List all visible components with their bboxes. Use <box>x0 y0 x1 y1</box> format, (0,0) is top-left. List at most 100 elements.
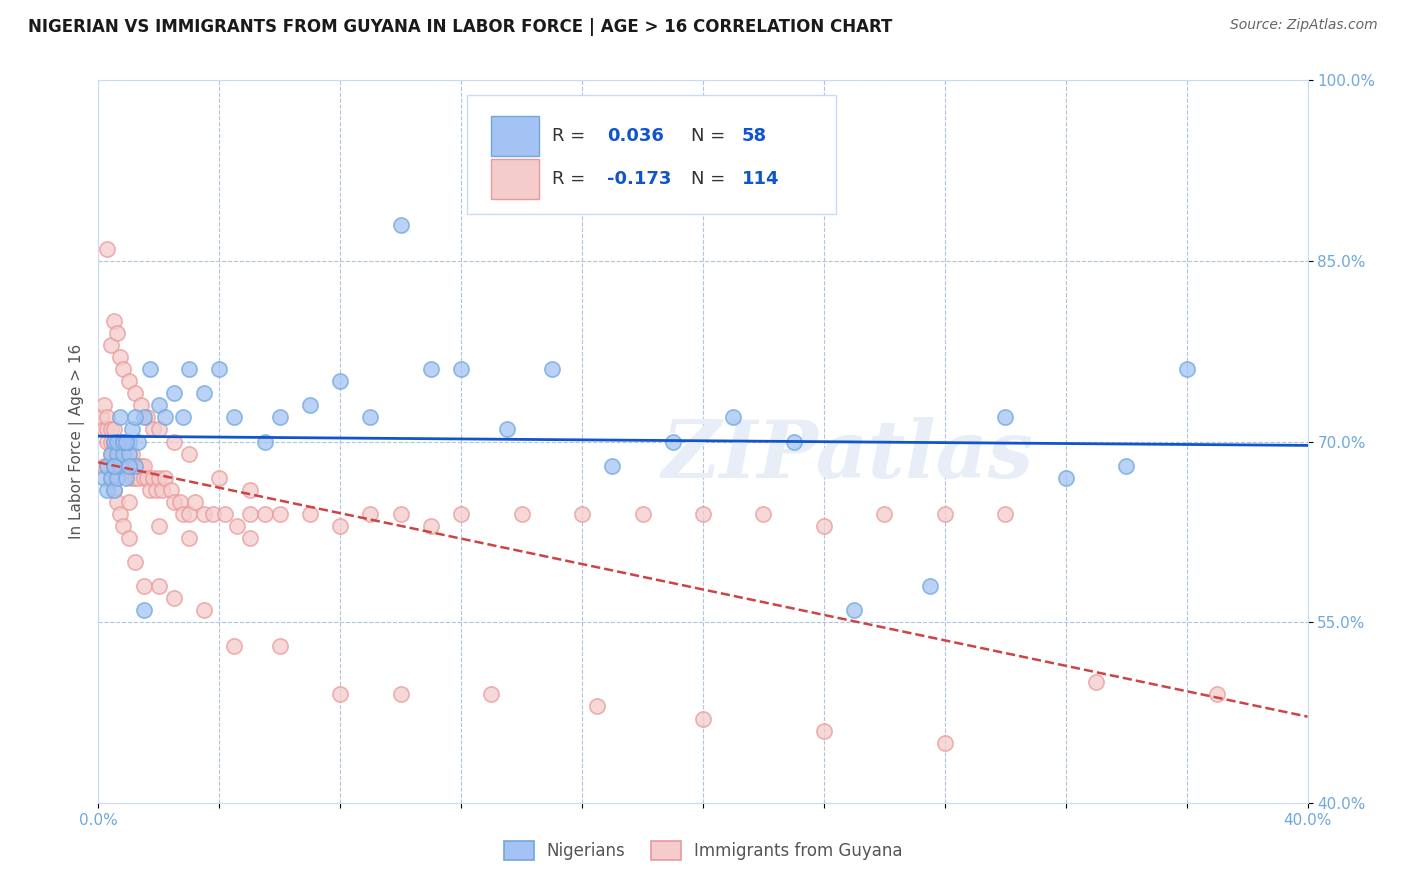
Text: R =: R = <box>551 127 591 145</box>
Point <box>111 458 134 473</box>
Point <box>329 518 352 533</box>
Point <box>96 434 118 449</box>
Point <box>118 458 141 473</box>
Point <box>179 507 201 521</box>
Point <box>124 410 146 425</box>
Point <box>121 422 143 436</box>
Point <box>93 470 115 484</box>
Text: NIGERIAN VS IMMIGRANTS FROM GUYANA IN LABOR FORCE | AGE > 16 CORRELATION CHART: NIGERIAN VS IMMIGRANTS FROM GUYANA IN LA… <box>28 18 893 36</box>
Point <box>571 507 593 521</box>
Point <box>118 434 141 449</box>
Legend: Nigerians, Immigrants from Guyana: Nigerians, Immigrants from Guyana <box>496 834 910 867</box>
Point <box>111 446 134 460</box>
Point <box>100 446 122 460</box>
Point <box>93 398 115 412</box>
Text: -0.173: -0.173 <box>607 170 672 188</box>
Point <box>105 446 128 460</box>
Point <box>1175 362 1198 376</box>
Point <box>93 458 115 473</box>
Point <box>253 507 276 521</box>
Point <box>118 434 141 449</box>
Point <box>934 735 956 749</box>
Point <box>239 483 262 497</box>
Point <box>124 458 146 473</box>
Point <box>105 446 128 460</box>
Text: R =: R = <box>551 170 591 188</box>
Point <box>100 422 122 436</box>
Point <box>105 326 128 340</box>
Point <box>148 470 170 484</box>
Point <box>224 639 246 653</box>
Point <box>193 603 215 617</box>
Point <box>111 362 134 376</box>
Point <box>172 410 194 425</box>
Point <box>208 470 231 484</box>
Point <box>124 470 146 484</box>
Point <box>114 434 136 449</box>
Point <box>118 458 141 473</box>
Y-axis label: In Labor Force | Age > 16: In Labor Force | Age > 16 <box>69 344 84 539</box>
Point <box>226 518 249 533</box>
Point <box>105 470 128 484</box>
Point <box>179 446 201 460</box>
Point <box>103 458 125 473</box>
Point <box>420 518 443 533</box>
Point <box>142 422 165 436</box>
Point <box>114 458 136 473</box>
Point <box>844 603 866 617</box>
Text: Source: ZipAtlas.com: Source: ZipAtlas.com <box>1230 18 1378 32</box>
Point <box>127 470 149 484</box>
Point <box>723 410 745 425</box>
Point <box>150 483 173 497</box>
Point <box>510 507 533 521</box>
Point <box>127 458 149 473</box>
Point <box>148 398 170 412</box>
Point <box>108 446 131 460</box>
FancyBboxPatch shape <box>467 95 837 214</box>
Point <box>100 470 122 484</box>
Text: N =: N = <box>690 170 731 188</box>
Point <box>269 507 291 521</box>
Point <box>105 434 128 449</box>
Point <box>1115 458 1137 473</box>
Point <box>103 483 125 497</box>
Point <box>114 470 136 484</box>
Point <box>148 579 170 593</box>
Point <box>224 410 246 425</box>
Point <box>108 434 131 449</box>
Point <box>253 434 276 449</box>
Point <box>118 374 141 388</box>
Point <box>179 362 201 376</box>
Point <box>96 422 118 436</box>
Point <box>193 386 215 401</box>
Point <box>153 410 176 425</box>
Point <box>495 422 517 436</box>
Point <box>96 483 118 497</box>
Text: 0.036: 0.036 <box>607 127 665 145</box>
Point <box>135 470 157 484</box>
Point <box>108 410 131 425</box>
Point <box>148 422 170 436</box>
Point <box>994 410 1017 425</box>
Point <box>108 458 131 473</box>
Point <box>160 483 183 497</box>
Point <box>124 458 146 473</box>
Point <box>105 434 128 449</box>
Point <box>108 507 131 521</box>
Point <box>96 242 118 256</box>
Point <box>108 350 131 364</box>
Point <box>142 470 165 484</box>
Point <box>360 507 382 521</box>
Point <box>100 338 122 352</box>
Point <box>148 518 170 533</box>
FancyBboxPatch shape <box>492 116 538 156</box>
Point <box>111 434 134 449</box>
Point <box>103 434 125 449</box>
Point <box>420 362 443 376</box>
Point <box>299 507 322 521</box>
Point <box>1206 687 1229 701</box>
Point <box>1054 470 1077 484</box>
Point <box>239 507 262 521</box>
Point <box>813 518 835 533</box>
Point <box>118 446 141 460</box>
